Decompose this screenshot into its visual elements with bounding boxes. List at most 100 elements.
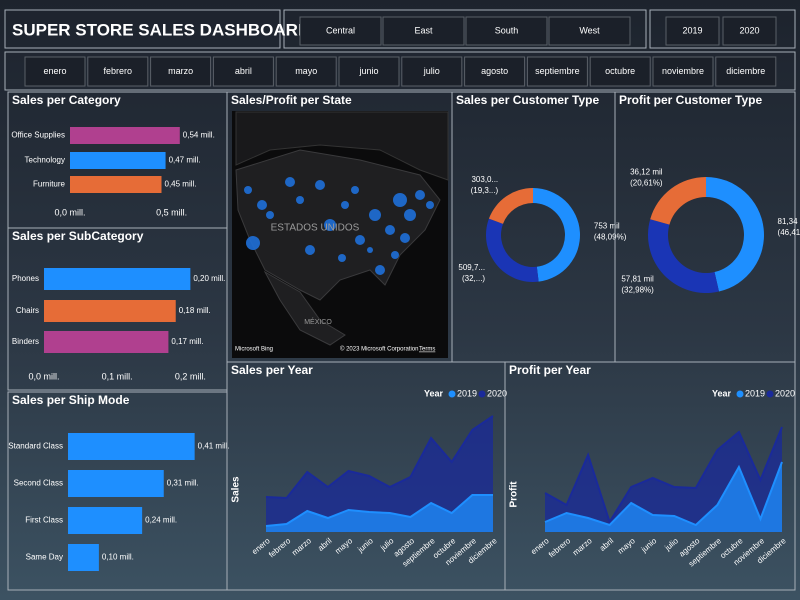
legend-label: 2020 bbox=[487, 388, 507, 398]
title-panel bbox=[4, 9, 281, 49]
filter-button[interactable] bbox=[212, 56, 274, 87]
filter-button[interactable] bbox=[150, 56, 212, 87]
legend-marker bbox=[478, 390, 486, 398]
filter-button[interactable] bbox=[338, 56, 400, 87]
data-label: 0,17 mill. bbox=[171, 337, 203, 346]
chart-title: Sales per Customer Type bbox=[456, 93, 599, 107]
filter-label[interactable]: octubre bbox=[605, 66, 635, 76]
filter-button[interactable] bbox=[465, 16, 548, 46]
filter-button[interactable] bbox=[464, 56, 526, 87]
percent-label: (20,61%) bbox=[630, 179, 663, 188]
percent-label: (19,3...) bbox=[471, 186, 499, 195]
filter-label[interactable]: enero bbox=[43, 66, 66, 76]
legend-marker bbox=[448, 390, 456, 398]
donut-segment bbox=[488, 188, 533, 224]
category-label: Phones bbox=[12, 274, 39, 283]
dashboard-title: SUPER STORE SALES DASHBOARD bbox=[12, 20, 310, 39]
filter-label[interactable]: septiembre bbox=[535, 66, 580, 76]
map-attribution: © 2023 Microsoft Corporation bbox=[340, 346, 418, 353]
data-label: 57,81 mil bbox=[621, 275, 654, 284]
filter-label[interactable]: 2020 bbox=[739, 25, 759, 35]
bar bbox=[70, 176, 162, 193]
x-tick-label: junio bbox=[639, 536, 659, 555]
data-label: 0,18 mill. bbox=[179, 306, 211, 315]
filter-label[interactable]: marzo bbox=[168, 66, 193, 76]
map-bubble bbox=[391, 251, 399, 259]
category-label: Technology bbox=[25, 156, 65, 165]
filter-label[interactable]: 2019 bbox=[682, 25, 702, 35]
filter-button[interactable] bbox=[722, 16, 777, 46]
map-logo: Microsoft Bing bbox=[235, 347, 273, 353]
map-bubble bbox=[400, 233, 410, 243]
filter-label[interactable]: West bbox=[579, 25, 600, 35]
map-bubble bbox=[257, 200, 267, 210]
map-bubble bbox=[315, 180, 325, 190]
filter-button[interactable] bbox=[299, 16, 382, 46]
data-label: 509,7... bbox=[458, 263, 485, 272]
filter-label[interactable]: abril bbox=[235, 66, 252, 76]
map-bubble bbox=[385, 225, 395, 235]
filter-button[interactable] bbox=[652, 56, 714, 87]
filter-button[interactable] bbox=[665, 16, 720, 46]
category-label: Binders bbox=[12, 337, 39, 346]
filter-button[interactable] bbox=[87, 56, 149, 87]
percent-label: (46,41%) bbox=[778, 228, 800, 237]
filter-label[interactable]: diciembre bbox=[726, 66, 765, 76]
map-terms[interactable]: Terms bbox=[419, 347, 435, 353]
map-bubble bbox=[393, 193, 407, 207]
filter-label[interactable]: agosto bbox=[481, 66, 508, 76]
data-label: 303,0... bbox=[471, 175, 498, 184]
x-tick-label: junio bbox=[355, 536, 375, 555]
bar bbox=[68, 507, 143, 534]
bar bbox=[68, 544, 99, 571]
map-bubble bbox=[296, 196, 304, 204]
filter-button[interactable] bbox=[401, 56, 463, 87]
bar bbox=[70, 152, 166, 169]
map-bubble bbox=[285, 177, 295, 187]
data-label: 81,34 mil bbox=[778, 217, 800, 226]
line bbox=[265, 415, 494, 500]
category-label: First Class bbox=[25, 516, 63, 525]
donut-segment bbox=[533, 187, 581, 282]
filter-button[interactable] bbox=[275, 56, 337, 87]
donut-segment bbox=[486, 218, 539, 283]
filter-label[interactable]: mayo bbox=[295, 66, 317, 76]
bar bbox=[68, 433, 195, 460]
map-label: ESTADOS UNIDOS bbox=[271, 223, 360, 234]
filter-button[interactable] bbox=[382, 16, 465, 46]
map-title: Sales/Profit per State bbox=[231, 93, 352, 107]
filter-label[interactable]: South bbox=[495, 25, 519, 35]
chart-title: Sales per Year bbox=[231, 363, 313, 377]
map-label: MÉXICO bbox=[304, 317, 332, 326]
y-axis-label: Sales bbox=[231, 476, 242, 503]
chart-title: Sales per Ship Mode bbox=[12, 393, 130, 407]
percent-label: (32,...) bbox=[462, 274, 485, 283]
legend-label: 2020 bbox=[775, 388, 795, 398]
legend-marker bbox=[736, 390, 744, 398]
bar bbox=[44, 268, 191, 290]
filter-label[interactable]: febrero bbox=[104, 66, 133, 76]
filter-button[interactable] bbox=[589, 56, 651, 87]
chart-title: Profit per Customer Type bbox=[619, 93, 762, 107]
chart-title: Sales per Category bbox=[12, 93, 121, 107]
filter-button[interactable] bbox=[715, 56, 777, 87]
map-land bbox=[235, 149, 441, 301]
filter-label[interactable]: julio bbox=[423, 66, 440, 76]
legend-label: 2019 bbox=[745, 388, 765, 398]
filter-label[interactable]: junio bbox=[358, 66, 378, 76]
bar bbox=[44, 300, 176, 322]
data-label: 753 mil bbox=[594, 221, 620, 230]
donut-segment bbox=[647, 219, 719, 293]
map-bubble bbox=[355, 235, 365, 245]
line bbox=[544, 461, 783, 527]
data-label: 0,24 mill. bbox=[145, 516, 177, 525]
filter-button[interactable] bbox=[548, 16, 631, 46]
filter-label[interactable]: noviembre bbox=[662, 66, 704, 76]
filter-button[interactable] bbox=[24, 56, 86, 87]
filter-button[interactable] bbox=[526, 56, 588, 87]
filter-label[interactable]: East bbox=[414, 25, 433, 35]
y-axis-label: Profit bbox=[509, 481, 520, 508]
percent-label: (32,98%) bbox=[621, 286, 654, 295]
filter-label[interactable]: Central bbox=[326, 25, 355, 35]
